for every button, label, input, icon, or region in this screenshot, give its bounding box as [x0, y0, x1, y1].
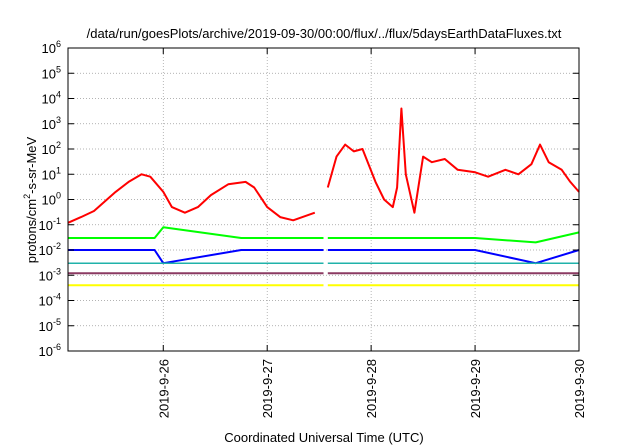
y-tick-label: 101 — [42, 165, 61, 182]
data-series — [67, 107, 580, 287]
y-tick-label: 10-2 — [39, 241, 61, 258]
y-tick-label: 105 — [42, 64, 61, 81]
x-tick-label: 2019-9-30 — [572, 359, 587, 418]
y-tick-label: 10-4 — [39, 292, 61, 309]
x-tick-label: 2019-9-29 — [468, 359, 483, 418]
chart-title: /data/run/goesPlots/archive/2019-09-30/0… — [87, 26, 562, 41]
y-tick-label: 100 — [42, 191, 61, 208]
y-axis-title-superscript: 2 — [22, 194, 32, 199]
x-tick-label: 2019-9-28 — [364, 359, 379, 418]
series-line-3 — [68, 249, 580, 265]
x-tick-label: 2019-9-27 — [260, 359, 275, 418]
x-axis-title: Coordinated Universal Time (UTC) — [224, 430, 423, 445]
y-tick-label: 10-1 — [39, 216, 61, 233]
axis-ticks: 10-6 10-5 10-4 10-3 10-2 10-1 100 101 102 103 104 1… — [39, 39, 587, 418]
y-tick-label: 106 — [42, 39, 61, 56]
y-tick-label: 103 — [42, 115, 61, 132]
y-axis-title-rest: -s-sr-MeV — [24, 136, 39, 193]
series-line-1 — [67, 107, 580, 224]
y-tick-label: 10-6 — [39, 342, 61, 359]
x-tick-label: 2019-9-26 — [156, 359, 171, 418]
y-tick-label: 102 — [42, 140, 61, 157]
y-tick-label: 10-5 — [39, 317, 61, 334]
series-line-2 — [68, 226, 580, 244]
y-axis-title-base: protons/cm — [24, 199, 39, 263]
y-tick-label: 104 — [42, 90, 61, 107]
y-axis-title: protons/cm2-s-sr-MeV — [22, 136, 39, 263]
y-tick-label: 10-3 — [39, 266, 61, 283]
